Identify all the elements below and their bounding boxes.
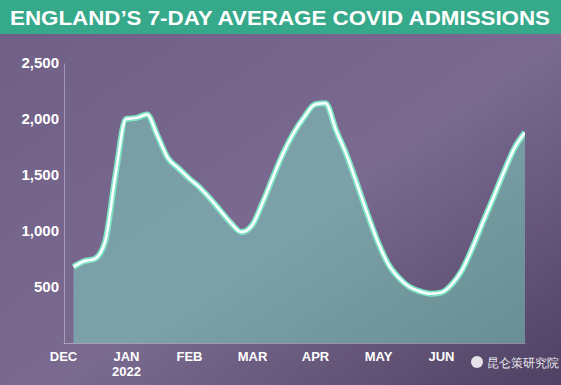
x-tick-label-line: APR bbox=[302, 349, 330, 364]
y-tick-label: 1,500 bbox=[21, 166, 59, 183]
x-tick-label-line: DEC bbox=[50, 349, 78, 364]
x-tick: FEB bbox=[177, 343, 203, 364]
x-tick: JAN2022 bbox=[112, 343, 141, 379]
x-tick: APR bbox=[302, 343, 330, 364]
x-axis: DEC JAN2022 FEB MAR APR MAY JUN bbox=[50, 343, 526, 379]
line bbox=[74, 103, 526, 293]
title: ENGLAND’S 7-DAY AVERAGE COVID ADMISSIONS bbox=[10, 6, 550, 29]
plot-area bbox=[74, 103, 526, 343]
x-tick-label: JAN2022 bbox=[112, 349, 141, 378]
background bbox=[0, 0, 561, 385]
x-tick-label: DEC bbox=[50, 349, 78, 364]
x-tick: MAR bbox=[238, 343, 268, 364]
x-tick: DEC bbox=[50, 343, 78, 364]
x-tick-label-line: 2022 bbox=[112, 364, 141, 379]
y-axis-line bbox=[64, 64, 65, 344]
x-tick-label: FEB bbox=[177, 349, 203, 364]
x-tick: MAY bbox=[365, 343, 393, 364]
x-tick-label-line: FEB bbox=[177, 349, 203, 364]
watermark-group: 昆仑策研究院 bbox=[471, 356, 559, 370]
y-tick: 1,000 bbox=[21, 222, 64, 239]
watermark-icon bbox=[471, 356, 483, 368]
x-tick-label: MAY bbox=[365, 349, 393, 364]
x-tick-label-line: MAR bbox=[238, 349, 268, 364]
x-tick-label-line: JUN bbox=[428, 349, 454, 364]
y-axis: 500 1,000 1,500 2,000 2,500 bbox=[21, 54, 64, 343]
chart: ENGLAND’S 7-DAY AVERAGE COVID ADMISSIONS… bbox=[0, 0, 561, 385]
x-tick: JUN bbox=[428, 343, 454, 364]
area bbox=[74, 103, 526, 343]
x-axis-line bbox=[64, 343, 526, 344]
y-tick-label: 1,000 bbox=[21, 222, 59, 239]
x-tick-label-line: JAN bbox=[113, 349, 139, 364]
y-tick: 1,500 bbox=[21, 166, 64, 183]
y-tick: 2,000 bbox=[21, 110, 64, 127]
title-band bbox=[0, 0, 561, 34]
x-tick-label-line: MAY bbox=[365, 349, 393, 364]
x-tick-label: APR bbox=[302, 349, 330, 364]
y-tick-label: 2,500 bbox=[21, 54, 59, 71]
watermark: 昆仑策研究院 bbox=[487, 356, 559, 370]
y-tick-label: 500 bbox=[34, 278, 59, 295]
x-tick-label: JUN bbox=[428, 349, 454, 364]
y-tick: 500 bbox=[34, 278, 64, 295]
y-tick: 2,500 bbox=[21, 54, 64, 71]
line-glow bbox=[74, 103, 526, 293]
y-tick-label: 2,000 bbox=[21, 110, 59, 127]
x-tick-label: MAR bbox=[238, 349, 268, 364]
